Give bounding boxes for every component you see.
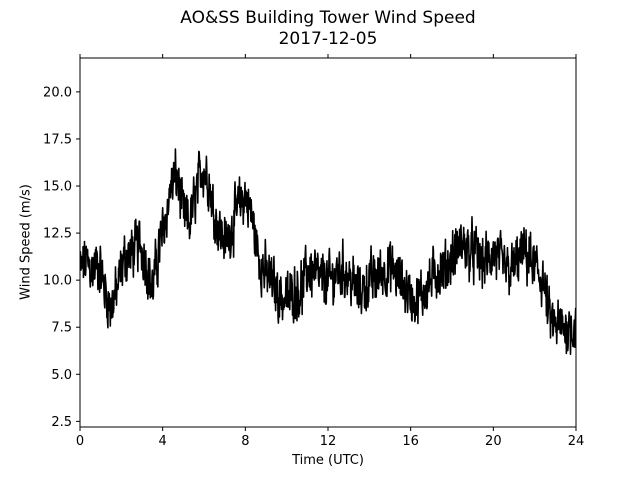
x-tick-label: 16 — [402, 434, 419, 449]
x-tick-label: 20 — [485, 434, 502, 449]
x-tick-label: 0 — [76, 434, 84, 449]
x-tick-label: 4 — [159, 434, 167, 449]
x-tick-label: 24 — [568, 434, 585, 449]
x-tick-label: 8 — [241, 434, 249, 449]
x-tick-label: 12 — [320, 434, 337, 449]
chart-title: AO&SS Building Tower Wind Speed — [180, 8, 476, 28]
y-tick-label: 10.0 — [43, 274, 72, 289]
y-tick-label: 7.5 — [51, 321, 72, 336]
chart-subtitle: 2017-12-05 — [278, 29, 378, 49]
y-tick-label: 20.0 — [43, 85, 72, 100]
y-tick-label: 12.5 — [43, 227, 72, 242]
y-tick-label: 5.0 — [51, 368, 72, 383]
y-tick-label: 15.0 — [43, 180, 72, 195]
y-axis-label: Wind Speed (m/s) — [18, 184, 34, 300]
y-tick-label: 17.5 — [43, 132, 72, 147]
y-tick-label: 2.5 — [51, 415, 72, 430]
x-axis-label: Time (UTC) — [292, 453, 364, 468]
wind-speed-series-line — [80, 148, 576, 356]
